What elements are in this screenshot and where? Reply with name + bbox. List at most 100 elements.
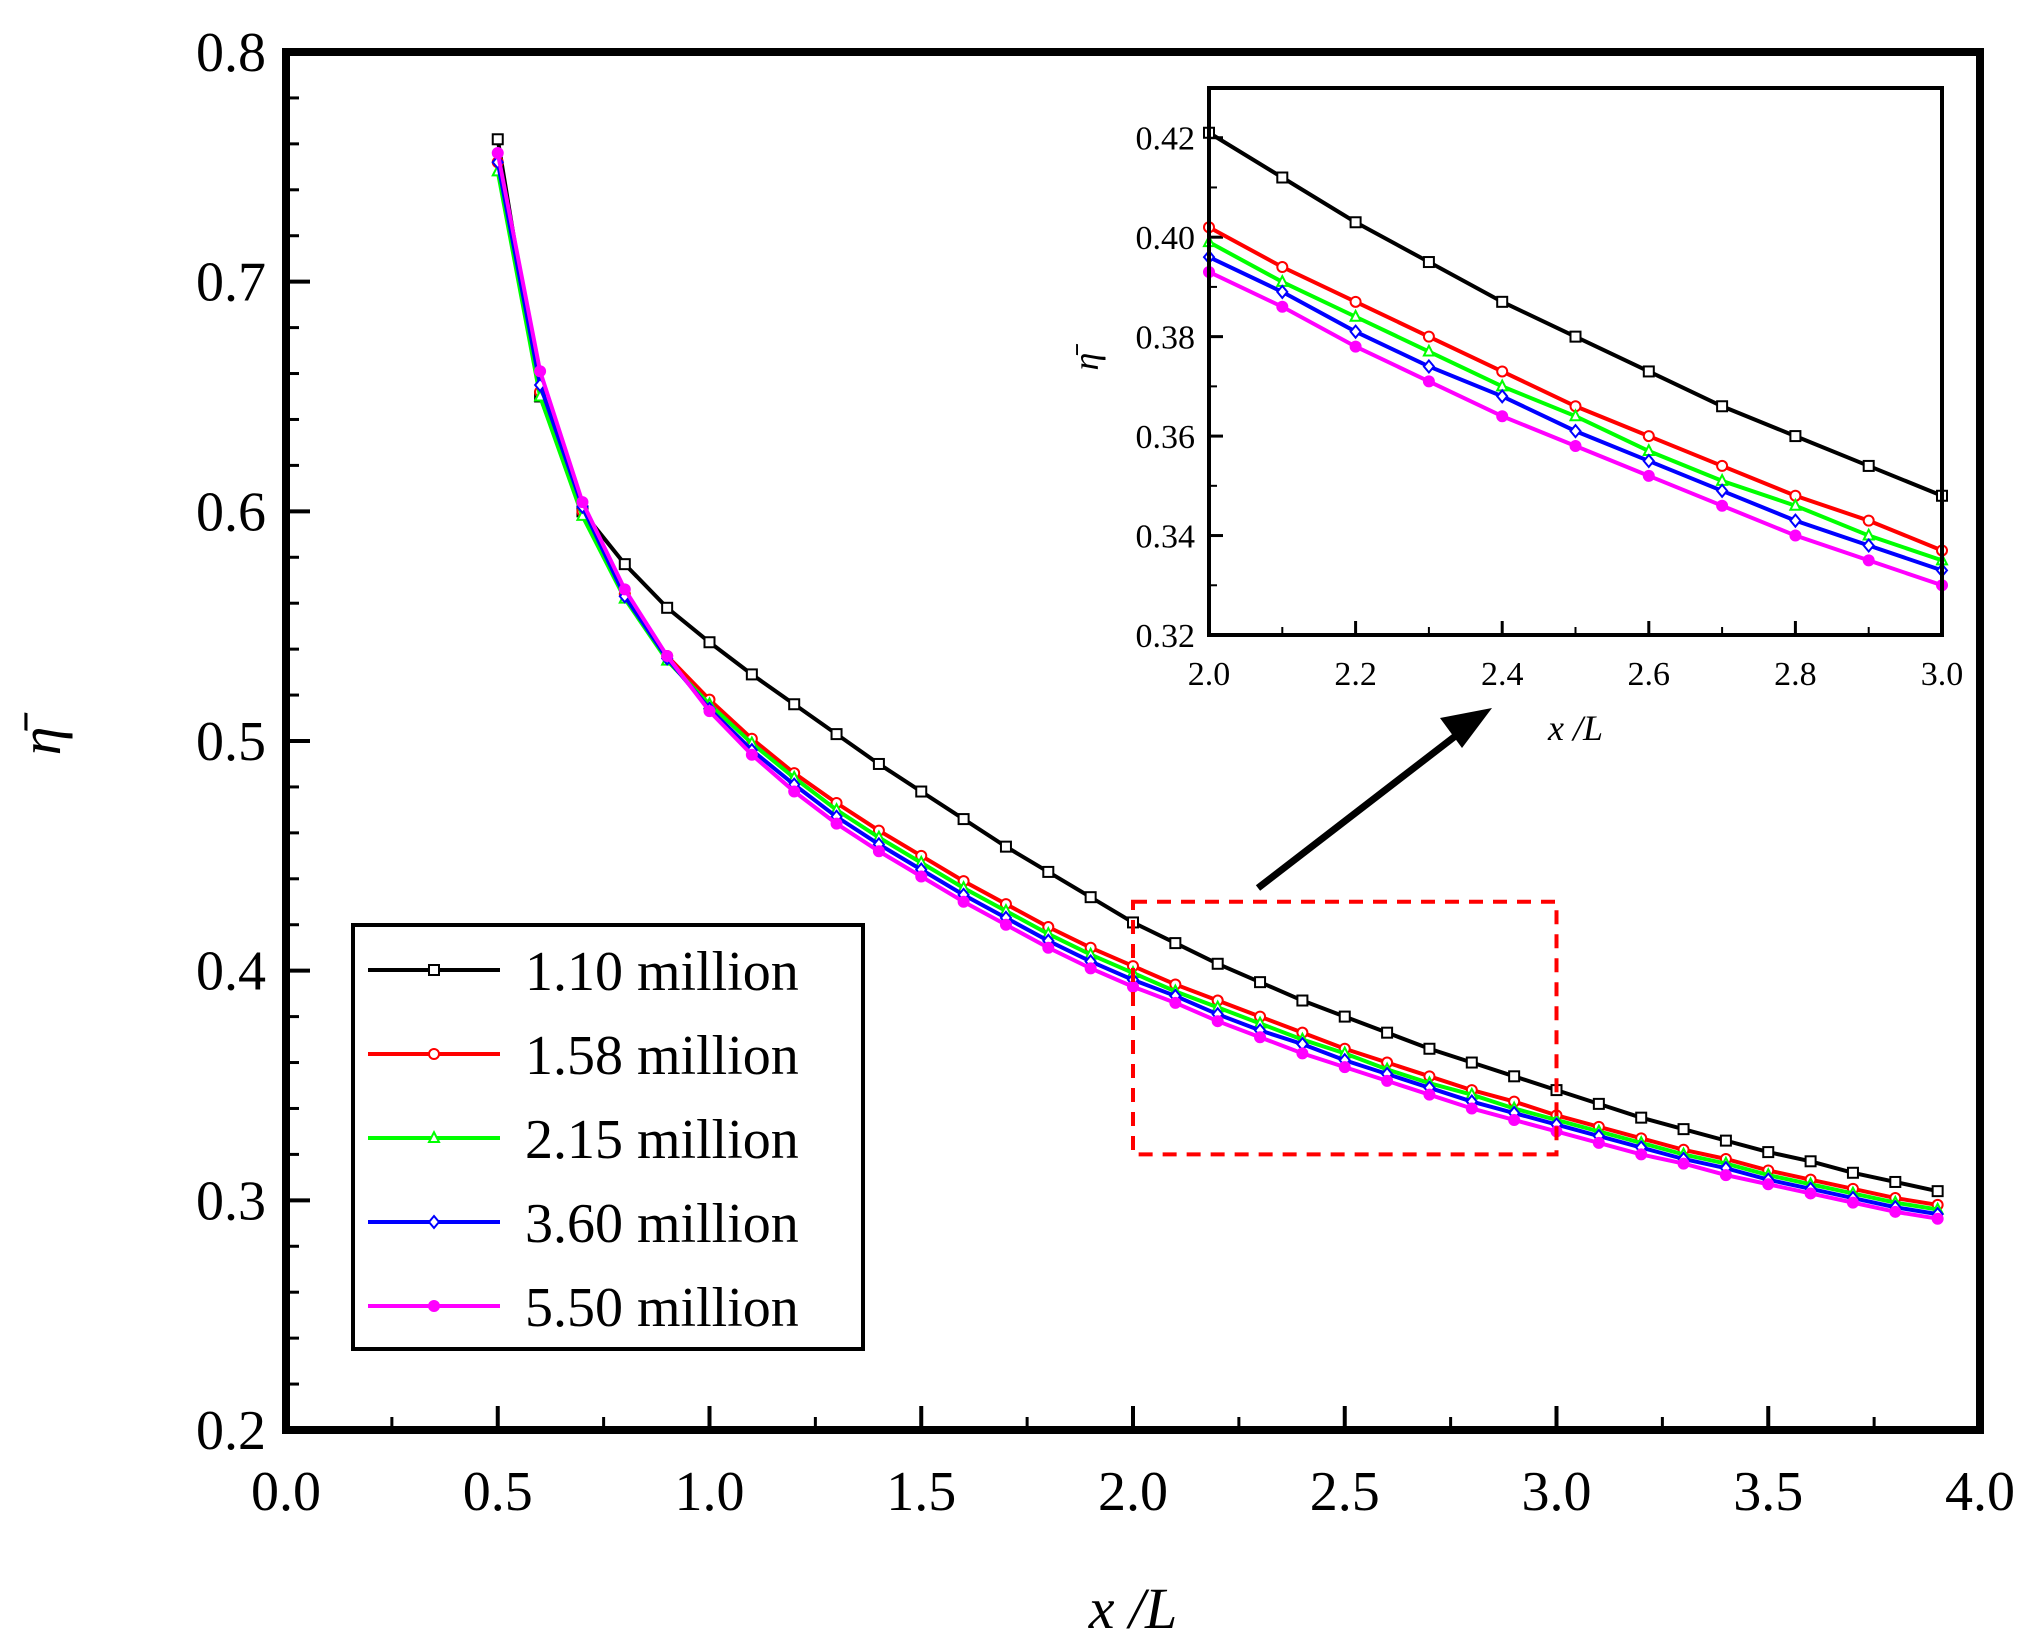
inset-x-tick-label: 3.0: [1921, 656, 1964, 693]
series-5-50-million-marker: [1677, 1157, 1690, 1170]
series-5-50-million-marker: [872, 845, 885, 858]
inset-y-tick-label: 0.32: [1136, 618, 1196, 655]
inset-series-5-50-million-marker: [1862, 554, 1875, 567]
inset-x-tick-label: 2.6: [1628, 656, 1671, 693]
inset-series-3-60-million-marker: [1715, 483, 1729, 499]
series-1-10-million-marker: [1042, 865, 1055, 878]
legend-item-2-15-million-label: 2.15 million: [525, 1109, 799, 1171]
series-5-50-million-marker: [1423, 1088, 1436, 1101]
inset-y-tick-label: 0.40: [1136, 220, 1196, 257]
legend-item-3-60-million: 3.60 million: [368, 1193, 799, 1255]
series-1-10-million-marker: [1804, 1155, 1817, 1168]
legend-item-2-15-million-marker: [427, 1130, 441, 1143]
inset-series-5-50-million-marker: [1422, 375, 1435, 388]
main-series-group: [491, 133, 1945, 1225]
inset-series-1-10-million: [1203, 126, 1948, 502]
inset-plot: 2.0 2.2 2.4 2.6 2.8 3.0 0.32 0.34 0.36 0.38 0.40 0.…: [1066, 86, 1964, 748]
inset-series-3-60-million-marker: [1349, 324, 1362, 340]
x-tick-label: 3.0: [1522, 1461, 1592, 1523]
inset-x-tick-label: 2.0: [1188, 656, 1231, 693]
inset-x-tick-label: 2.2: [1334, 656, 1377, 693]
main-tick-labels: 0.0 0.5 1.0 1.5 2.0 2.5 3.0 3.5 4.0 0.2 0.3 0.4 0.5 0…: [196, 22, 2015, 1523]
series-1-10-million-marker: [618, 558, 631, 571]
inset-series-1-58-million-marker: [1276, 261, 1289, 274]
main-plot-frame: [282, 48, 1984, 1434]
series-1-10-million-marker: [872, 757, 885, 770]
series-1-10-million-marker: [1381, 1026, 1394, 1039]
series-1-10-million-marker: [1296, 994, 1309, 1007]
inset-series-1-10-million-marker: [1349, 216, 1362, 229]
series-5-50-million-marker: [1762, 1178, 1775, 1191]
series-1-10-million-marker: [1508, 1070, 1521, 1083]
series-1-10-million-marker: [1889, 1175, 1902, 1188]
inset-series-1-10-million-marker: [1422, 256, 1435, 269]
inset-background: [1209, 88, 1942, 635]
legend-item-5-50-million: 5.50 million: [368, 1277, 799, 1339]
x-tick-label: 0.5: [463, 1461, 533, 1523]
series-1-10-million-marker: [1423, 1042, 1436, 1055]
inset-series-1-10-million-marker: [1276, 171, 1289, 184]
series-1-10-million-marker: [1254, 976, 1267, 989]
inset-series-2-15-million-marker: [1348, 308, 1363, 322]
series-5-50-million-marker: [1719, 1169, 1732, 1182]
series-5-50-million-marker: [1127, 980, 1139, 993]
inset-series-3-60-million: [1202, 249, 1949, 578]
series-5-50-million-marker: [915, 870, 928, 883]
inset-series-5-50-million-marker: [1349, 340, 1362, 353]
inset-series-group: [1202, 126, 1949, 592]
series-5-50-million-marker: [1508, 1113, 1521, 1126]
series-1-10-million-marker: [1592, 1097, 1605, 1110]
legend-item-5-50-million-label: 5.50 million: [525, 1277, 799, 1339]
inset-series-1-58-million-marker: [1496, 365, 1509, 378]
x-axis-title: x /L: [1088, 1576, 1178, 1641]
series-5-50-million-marker: [576, 496, 589, 509]
series-5-50-million-marker: [1254, 1031, 1267, 1044]
series-5-50-million-marker: [1592, 1136, 1605, 1149]
series-1-10-million-marker: [703, 636, 716, 649]
series-5-50-million-marker: [1338, 1061, 1351, 1074]
x-tick-label: 1.5: [886, 1461, 956, 1523]
series-1-10-million-marker: [1338, 1010, 1351, 1023]
inset-series-1-58-million-marker: [1422, 330, 1435, 343]
inset-series-1-10-million-marker: [1862, 459, 1875, 472]
series-1-10-million-marker: [661, 601, 674, 614]
inset-series-1-58-million: [1203, 221, 1948, 557]
inset-series-2-15-million-marker: [1788, 497, 1803, 511]
series-1-10-million: [491, 133, 1944, 1198]
series-5-50-million-marker: [788, 785, 801, 798]
legend-item-1-58-million: 1.58 million: [368, 1025, 799, 1087]
inset-series-3-60-million-marker: [1495, 388, 1509, 404]
inset-series-2-15-million-marker: [1422, 343, 1436, 357]
inset-series-3-60-million-marker: [1862, 537, 1876, 554]
series-5-50-million-marker: [1296, 1047, 1309, 1060]
inset-series-1-10-million-marker: [1716, 400, 1729, 413]
inset-series-3-60-million-marker: [1569, 423, 1582, 439]
inset-y-tick-label: 0.34: [1136, 519, 1196, 556]
x-tick-label: 2.5: [1310, 1461, 1380, 1523]
x-tick-label: 3.5: [1733, 1461, 1803, 1523]
series-5-50-million-marker: [1846, 1196, 1859, 1209]
series-1-10-million-marker: [1846, 1166, 1859, 1179]
inset-series-5-50-million-marker: [1716, 499, 1729, 512]
inset-series-1-10-million-marker: [1642, 365, 1655, 378]
inset-series-3-60-million-marker: [1642, 453, 1656, 469]
inset-series-1-10-million-marker: [1496, 295, 1509, 308]
y-tick-label: 0.7: [196, 252, 266, 314]
inset-series-1-58-million-marker: [1862, 514, 1875, 527]
inset-series-3-60-million-marker: [1275, 284, 1289, 300]
series-5-50-million-marker: [534, 365, 547, 378]
inset-series-5-50-million-marker: [1276, 300, 1289, 313]
series-5-50-million-marker: [957, 895, 970, 908]
y-tick-label: 0.4: [196, 941, 266, 1003]
inset-series-1-58-million-marker: [1642, 430, 1655, 443]
series-5-50-million-marker: [1381, 1074, 1394, 1087]
series-5-50-million-marker: [1042, 941, 1055, 954]
series-1-10-million-marker: [1084, 891, 1097, 904]
x-tick-label: 1.0: [675, 1461, 745, 1523]
inset-y-tick-label: 0.38: [1136, 320, 1196, 357]
main-plot: 0.0 0.5 1.0 1.5 2.0 2.5 3.0 3.5 4.0 0.2 0.3 0.4 0.5 0…: [8, 22, 2015, 1641]
zoom-arrow-shaft: [1255, 731, 1461, 891]
series-1-10-million-marker: [1465, 1056, 1478, 1069]
y-tick-label: 0.5: [196, 711, 266, 773]
